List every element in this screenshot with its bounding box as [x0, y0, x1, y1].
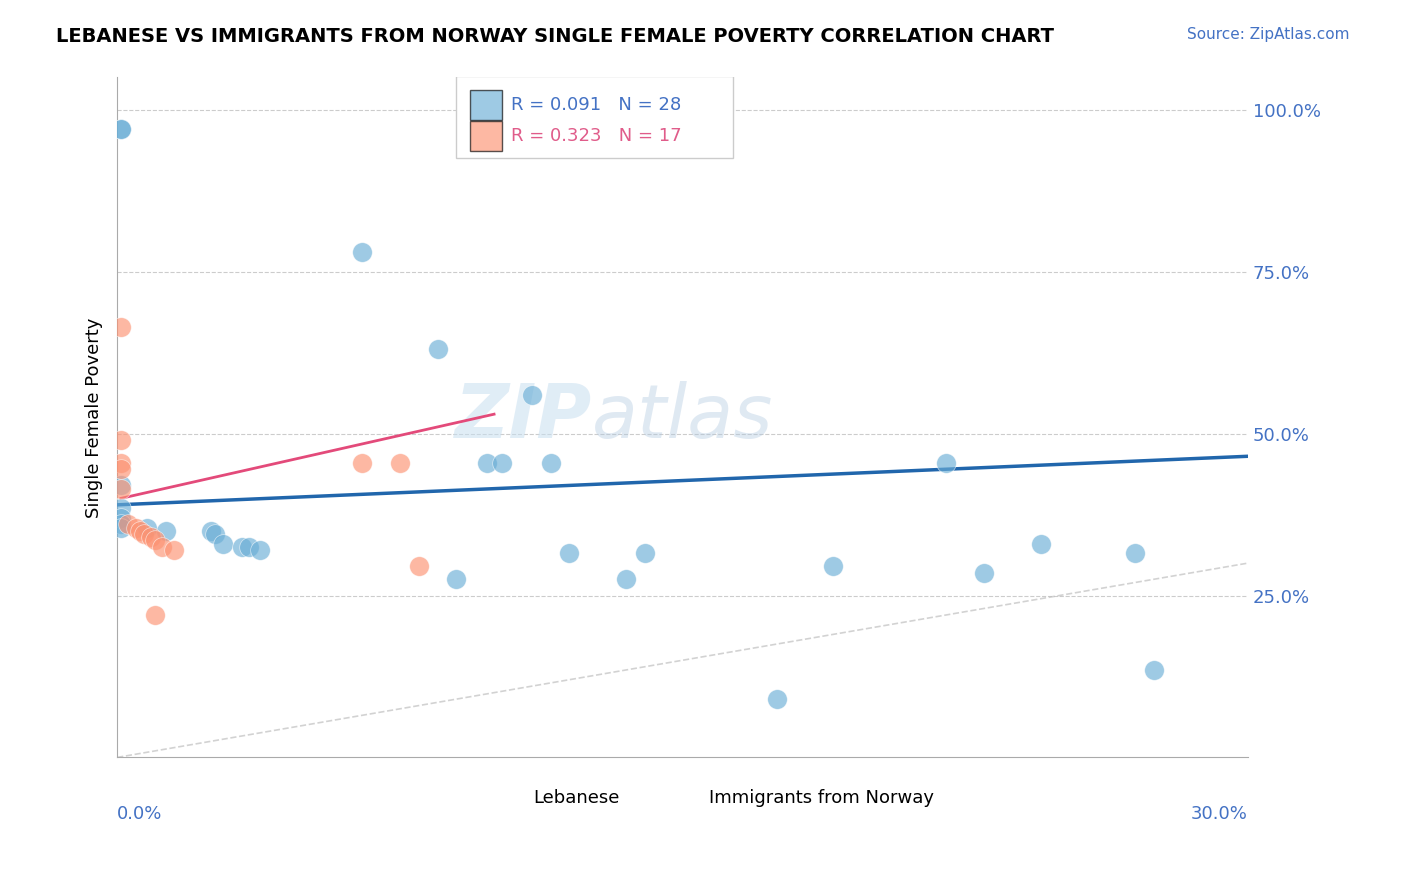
Text: Lebanese: Lebanese [533, 789, 620, 806]
Point [110, 456, 132, 470]
Point [125, 520, 148, 534]
Text: ZIP: ZIP [454, 381, 592, 454]
Point [491, 456, 513, 470]
Text: R = 0.323   N = 17: R = 0.323 N = 17 [510, 127, 682, 145]
Text: LEBANESE VS IMMIGRANTS FROM NORWAY SINGLE FEMALE POVERTY CORRELATION CHART: LEBANESE VS IMMIGRANTS FROM NORWAY SINGL… [56, 27, 1054, 45]
Point [163, 543, 186, 558]
Point [110, 482, 132, 496]
Point [540, 456, 562, 470]
Point [110, 510, 132, 524]
FancyBboxPatch shape [470, 121, 502, 151]
Point [117, 517, 139, 532]
Point [596, 122, 619, 136]
FancyBboxPatch shape [470, 90, 502, 120]
Point [690, 122, 713, 136]
Point [110, 501, 132, 516]
Point [132, 527, 155, 541]
Text: 0.0%: 0.0% [117, 805, 163, 823]
Point [935, 456, 957, 470]
Point [110, 478, 132, 492]
Text: Source: ZipAtlas.com: Source: ZipAtlas.com [1187, 27, 1350, 42]
Point [231, 540, 253, 554]
Point [204, 527, 226, 541]
FancyBboxPatch shape [496, 785, 526, 810]
Point [352, 456, 374, 470]
Point [408, 559, 430, 574]
Text: Immigrants from Norway: Immigrants from Norway [709, 789, 934, 806]
Y-axis label: Single Female Poverty: Single Female Poverty [86, 318, 103, 517]
Point [973, 566, 995, 580]
Point [211, 537, 233, 551]
Point [475, 456, 498, 470]
Point [200, 524, 222, 538]
Point [152, 540, 174, 554]
Point [352, 245, 374, 260]
Point [110, 122, 132, 136]
Point [143, 607, 166, 622]
Point [110, 433, 132, 447]
Point [110, 122, 132, 136]
Point [110, 319, 132, 334]
Point [155, 524, 177, 538]
Point [110, 462, 132, 476]
Text: R = 0.091   N = 28: R = 0.091 N = 28 [510, 96, 681, 114]
Point [128, 524, 150, 538]
Text: atlas: atlas [592, 382, 773, 453]
Point [446, 572, 468, 586]
Point [238, 540, 260, 554]
Point [249, 543, 271, 558]
Point [1029, 537, 1052, 551]
FancyBboxPatch shape [671, 785, 700, 810]
Point [1142, 663, 1164, 677]
Point [143, 533, 166, 548]
Point [110, 517, 132, 532]
Point [614, 572, 637, 586]
Point [139, 530, 162, 544]
Point [520, 388, 543, 402]
FancyBboxPatch shape [457, 76, 734, 158]
Point [426, 343, 449, 357]
Point [634, 546, 657, 560]
Point [136, 520, 159, 534]
Point [823, 559, 845, 574]
Point [388, 456, 411, 470]
Point [1123, 546, 1146, 560]
Text: 30.0%: 30.0% [1191, 805, 1249, 823]
Point [765, 692, 787, 706]
Point [558, 546, 581, 560]
Point [110, 520, 132, 534]
